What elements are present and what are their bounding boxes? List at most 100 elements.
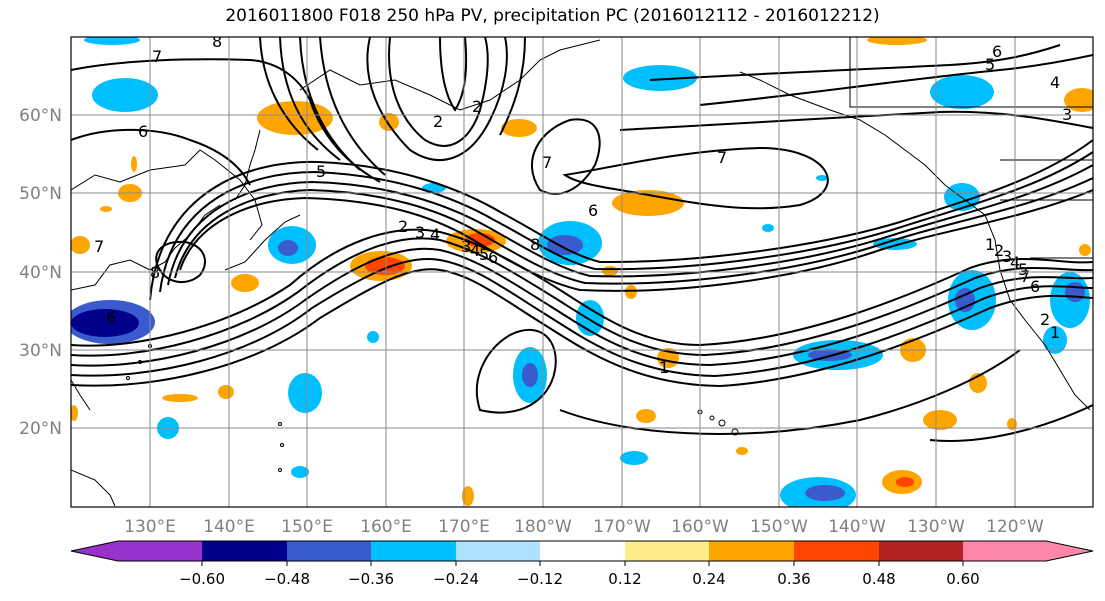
contour-label: 1 [985,235,995,254]
precip-area [930,75,994,109]
colorbar-tick-label: −0.36 [348,570,394,588]
colorbar-cell [71,541,202,561]
lat-label: 60°N [19,106,62,126]
contour-label: 6 [106,308,116,327]
contour-label: 4 [470,241,480,260]
colorbar-tick-label: 0.12 [608,570,641,588]
precip-area [367,331,379,343]
precip-area [867,37,927,45]
contour-label: 5 [985,55,995,74]
precip-area [291,466,309,478]
contour-label: 7 [717,148,727,167]
precip-area [288,373,322,413]
precip-area [1064,88,1093,112]
lon-label: 120°W [986,517,1044,537]
lon-label: 140°E [203,517,255,537]
precip-area [923,410,957,430]
lon-label: 150°E [281,517,333,537]
contour-label: 8 [212,32,222,51]
colorbar-cell [879,541,963,561]
map-panel: 7 8 6 6 5 4 3 2 1 7 2 6 5 4 3 2 7 7 6 8 [70,32,1094,508]
contour-label: 2 [1040,310,1050,329]
latitude-labels: 60°N 50°N 40°N 30°N 20°N [19,106,62,439]
contour-label: 8 [530,235,540,254]
precipitation-shading [71,37,1093,507]
precip-area [71,236,90,254]
contour-label: 2 [994,241,1004,260]
colorbar-tick-label: 0.60 [946,570,979,588]
contour-label: 7 [1020,267,1030,286]
precip-area [231,274,259,292]
colorbar-tick-label: 0.48 [862,570,895,588]
lon-label: 140°W [828,517,886,537]
precip-area [873,238,917,250]
precip-area [162,394,198,402]
lat-label: 40°N [19,263,62,283]
contour-labels: 7 8 6 6 5 4 3 2 1 7 2 6 5 4 3 2 7 7 6 8 [94,32,1072,377]
contour-label: 7 [542,153,552,172]
contour-label: 3 [461,237,471,256]
colorbar-cell [963,541,1093,561]
lat-label: 30°N [19,341,62,361]
colorbar-cell [456,541,540,561]
precip-area [379,113,399,131]
precip-area [625,285,637,299]
precip-area [620,451,648,465]
contour-label: 6 [588,201,598,220]
contour-label: 5 [479,245,489,264]
graticule [71,37,1093,507]
precip-area [762,224,774,232]
contour-label: 6 [992,42,1002,61]
contour-label: 3 [415,223,425,242]
contour-label: 7 [94,237,104,256]
lat-label: 50°N [19,184,62,204]
lon-label: 150°W [750,517,808,537]
colorbar-cell [794,541,879,561]
contour-label: 7 [152,47,162,66]
colorbar-tick-labels: −0.60 −0.48 −0.36 −0.24 −0.12 0.12 0.24 … [179,570,980,588]
contour-label: 6 [488,248,498,267]
precip-area [100,206,112,212]
colorbar-tick-label: −0.12 [517,570,563,588]
colorbar-cell [709,541,794,561]
precip-area [602,266,618,276]
precip-area [71,405,78,421]
map-title: 2016011800 F018 250 hPa PV, precipitatio… [225,6,880,26]
precip-area [816,175,828,181]
pv-contours [71,37,1093,442]
colorbar-tick-label: −0.48 [264,570,310,588]
contour-label: 4 [430,225,440,244]
lon-label: 130°W [907,517,965,537]
colorbar-ticks [201,561,964,566]
contour-label: 3 [1002,247,1012,266]
contour-label: 6 [1030,277,1040,296]
lon-label: 160°W [671,517,729,537]
contour-label: 4 [1050,73,1060,92]
colorbar-cell [371,541,456,561]
lon-label: 130°E [124,517,176,537]
lon-label: 170°W [593,517,651,537]
precip-area [1043,326,1067,354]
contour-label: 2 [398,217,408,236]
map-frame [70,36,1094,508]
precip-area [623,65,697,91]
precip-area [131,156,137,172]
colorbar-cell [625,541,709,561]
precip-area [84,37,140,45]
colorbar: −0.60 −0.48 −0.36 −0.24 −0.12 0.12 0.24 … [70,540,1094,588]
colorbar-tick-label: −0.24 [433,570,479,588]
colorbar-tick-label: 0.24 [692,570,725,588]
colorbar-cell [540,541,625,561]
precip-area [636,409,656,423]
lat-label: 20°N [19,419,62,439]
contour-label: 5 [316,162,326,181]
colorbar-cell [287,541,371,561]
contour-label: 5 [1018,260,1028,279]
colorbar-cell [202,541,287,561]
longitude-labels: 130°E 140°E 150°E 160°E 170°E 180°W 170°… [124,517,1044,537]
contour-label: 2 [433,112,443,131]
precip-area [501,119,537,137]
contour-label: 2 [472,97,482,116]
lon-label: 170°E [438,517,490,537]
